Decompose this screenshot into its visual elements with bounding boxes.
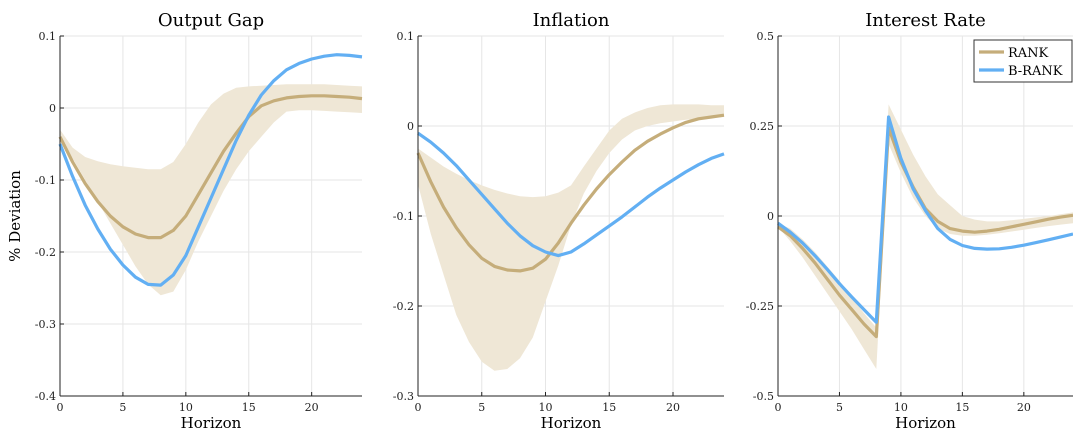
y-tick-label: 0 [407, 120, 414, 133]
x-tick-label: 20 [1017, 401, 1031, 414]
x-tick-label: 20 [305, 401, 319, 414]
panel-3: 0 5 10 15 20 0.5 0.25 0 -0.25 -0.5 Interest Rate Ho… [746, 10, 1073, 432]
x-tick-label: 20 [666, 401, 680, 414]
x-axis-label: Horizon [181, 414, 242, 432]
x-axis-label: Horizon [541, 414, 602, 432]
series-line-b-rank [417, 131, 725, 258]
y-tick-label: -0.3 [35, 318, 56, 331]
legend-label: RANK [1008, 46, 1049, 61]
x-tick-label: 5 [478, 401, 485, 414]
x-tick-label: 15 [242, 401, 256, 414]
x-tick-label: 15 [955, 401, 969, 414]
x-axis-label: Horizon [895, 414, 956, 432]
y-tick-label: 0 [49, 102, 56, 115]
y-axis-label: % Deviation [6, 170, 24, 262]
y-tick-label: 0.1 [39, 30, 57, 43]
panel-2: 0 5 10 15 20 0.1 0 -0.1 -0.2 -0.3 Inflation Horizon [393, 10, 725, 432]
y-tick-label: -0.4 [35, 390, 56, 403]
y-tick-label: -0.2 [393, 300, 414, 313]
chart-title: Inflation [533, 10, 610, 31]
band-area [778, 104, 1073, 370]
x-tick-label: 10 [539, 401, 553, 414]
x-tick-label: 0 [775, 401, 782, 414]
y-tick-label: 0.5 [757, 30, 775, 43]
y-tick-label: -0.25 [746, 300, 774, 313]
band-area [60, 84, 362, 296]
y-tick-label: -0.5 [753, 390, 774, 403]
y-tick-label: 0.1 [397, 30, 415, 43]
y-tick-label: -0.3 [393, 390, 414, 403]
x-tick-label: 5 [836, 401, 843, 414]
x-tick-label: 10 [894, 401, 908, 414]
y-tick-label: -0.1 [35, 174, 56, 187]
x-tick-label: 0 [57, 401, 64, 414]
chart-title: Interest Rate [865, 10, 986, 31]
series-line-b-rank [58, 53, 363, 287]
legend-label: B-RANK [1008, 64, 1063, 79]
y-tick-label: -0.1 [393, 210, 414, 223]
x-tick-label: 5 [119, 401, 126, 414]
x-tick-label: 15 [602, 401, 616, 414]
legend-box [973, 39, 1073, 83]
x-tick-label: 0 [415, 401, 422, 414]
series-line-rank [416, 113, 725, 273]
band-area [418, 104, 724, 371]
y-tick-label: -0.2 [35, 246, 56, 259]
chart-title: Output Gap [158, 10, 264, 31]
y-tick-label: 0.25 [750, 120, 775, 133]
legend: RANK B-RANK [973, 39, 1073, 83]
y-tick-label: 0 [767, 210, 774, 223]
panel-1: 0 5 10 15 20 0.1 0 -0.1 -0.2 -0.3 -0.4 Output Gap Ho… [6, 10, 363, 432]
series-line-b-rank [777, 115, 1073, 324]
x-tick-label: 10 [179, 401, 193, 414]
series-line-rank [58, 94, 363, 240]
